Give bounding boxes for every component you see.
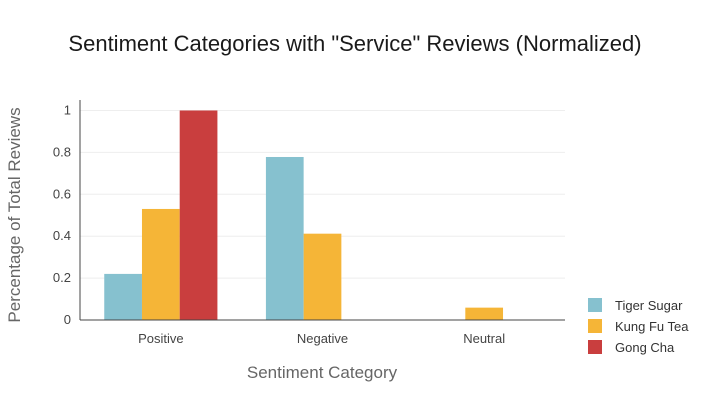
y-tick-label: 0 <box>64 312 71 327</box>
x-axis-title: Sentiment Category <box>247 363 398 382</box>
legend-swatch-gong-cha <box>588 340 602 354</box>
y-tick-label: 1 <box>64 102 71 117</box>
y-tick-label: 0.6 <box>53 186 71 201</box>
legend-label: Kung Fu Tea <box>615 319 689 334</box>
legend-swatch-tiger-sugar <box>588 298 602 312</box>
bar-kung-fu-tea-negative <box>303 233 342 320</box>
bar-tiger-sugar-positive <box>104 273 142 320</box>
y-tick-label: 0.2 <box>53 270 71 285</box>
bar-gong-cha-positive <box>179 110 218 320</box>
x-tick-label: Positive <box>138 331 184 346</box>
bar-kung-fu-tea-neutral <box>465 307 504 320</box>
y-tick-label: 0.4 <box>53 228 71 243</box>
bar-kung-fu-tea-positive <box>141 208 180 320</box>
legend-swatch-kung-fu-tea <box>588 319 602 333</box>
legend-label: Tiger Sugar <box>615 298 683 313</box>
legend-label: Gong Cha <box>615 340 675 355</box>
axes: 0 0.2 0.4 0.6 0.8 1 Positive Negative Neutral <box>53 100 565 346</box>
y-axis-title: Percentage of Total Reviews <box>5 107 24 322</box>
chart-title: Sentiment Categories with "Service" Revi… <box>68 31 641 56</box>
x-tick-label: Negative <box>297 331 348 346</box>
y-tick-label: 0.8 <box>53 144 71 159</box>
bars <box>104 110 504 320</box>
x-tick-label: Neutral <box>463 331 505 346</box>
legend: Tiger Sugar Kung Fu Tea Gong Cha <box>588 298 689 355</box>
bar-tiger-sugar-negative <box>265 156 304 320</box>
